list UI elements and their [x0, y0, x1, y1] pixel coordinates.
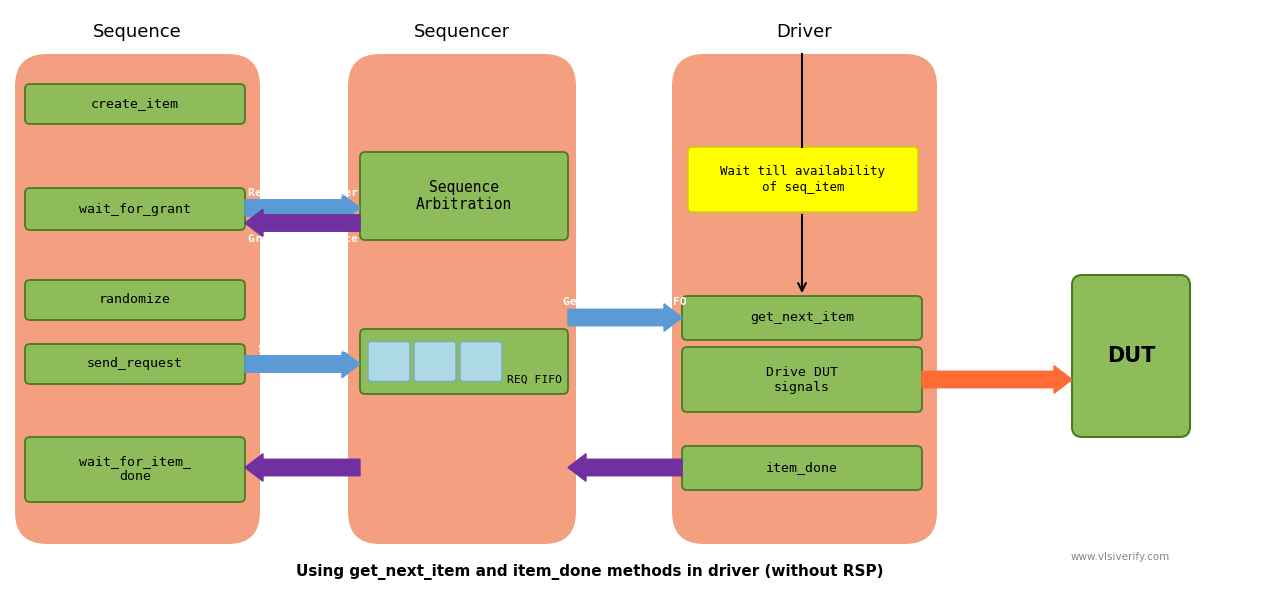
FancyBboxPatch shape [360, 152, 569, 240]
FancyBboxPatch shape [682, 446, 922, 490]
FancyArrow shape [922, 366, 1072, 393]
Text: Req to sequencer: Req to sequencer [248, 188, 357, 198]
Text: Send seq_item: Send seq_item [258, 343, 347, 353]
Text: Sequencer: Sequencer [413, 23, 510, 41]
Text: DUT: DUT [1107, 346, 1155, 366]
Text: item_done: item_done [271, 447, 333, 457]
FancyBboxPatch shape [688, 147, 918, 212]
FancyBboxPatch shape [682, 347, 922, 412]
Text: randomize: randomize [99, 294, 170, 307]
Text: Drive interface: Drive interface [945, 359, 1048, 369]
Text: send_request: send_request [86, 358, 183, 371]
FancyBboxPatch shape [25, 280, 245, 320]
FancyBboxPatch shape [368, 342, 410, 381]
Text: REQ FIFO: REQ FIFO [508, 375, 562, 385]
Text: wait_for_item_
done: wait_for_item_ done [79, 455, 191, 484]
FancyArrow shape [569, 304, 682, 332]
Text: Granted sequence: Granted sequence [248, 233, 357, 243]
Text: Using get_next_item and item_done methods in driver (without RSP): Using get_next_item and item_done method… [296, 564, 884, 580]
FancyBboxPatch shape [460, 342, 502, 381]
FancyBboxPatch shape [15, 54, 259, 544]
FancyArrow shape [245, 194, 360, 222]
Text: Sequence
Arbitration: Sequence Arbitration [416, 180, 513, 212]
FancyBboxPatch shape [349, 54, 576, 544]
Text: Get item from FIFO: Get item from FIFO [563, 297, 687, 307]
Text: wait_for_grant: wait_for_grant [79, 202, 191, 215]
Text: Driver: Driver [776, 23, 832, 41]
FancyBboxPatch shape [360, 329, 569, 394]
Text: www.vlsiverify.com: www.vlsiverify.com [1071, 552, 1170, 562]
FancyBboxPatch shape [25, 437, 245, 502]
FancyArrow shape [245, 209, 360, 237]
FancyBboxPatch shape [25, 188, 245, 230]
Text: item_done: item_done [766, 462, 838, 475]
FancyBboxPatch shape [25, 84, 245, 124]
Text: Drive DUT
signals: Drive DUT signals [766, 365, 838, 394]
Text: Wait till availability
of seq_item: Wait till availability of seq_item [720, 166, 885, 194]
FancyBboxPatch shape [413, 342, 455, 381]
Text: Sequence: Sequence [93, 23, 182, 41]
FancyBboxPatch shape [25, 344, 245, 384]
Text: create_item: create_item [92, 98, 179, 111]
FancyBboxPatch shape [682, 296, 922, 340]
FancyArrow shape [245, 453, 360, 481]
FancyBboxPatch shape [1072, 275, 1191, 437]
FancyArrow shape [245, 350, 360, 378]
FancyArrow shape [569, 453, 682, 481]
Text: get_next_item: get_next_item [750, 311, 854, 324]
FancyBboxPatch shape [672, 54, 937, 544]
Text: item_done: item_done [594, 447, 656, 457]
